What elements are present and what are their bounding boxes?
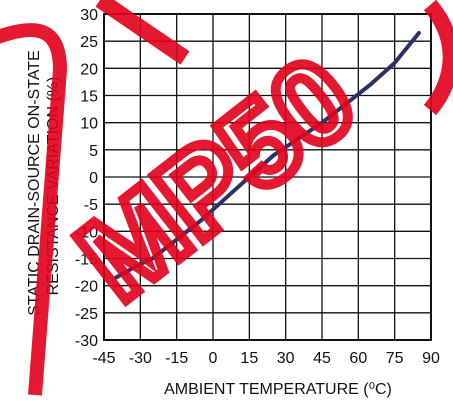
plot-frame: [103, 13, 432, 341]
y-axis-title-line1: STATIC DRAIN-SOURCE ON-STATE: [26, 50, 43, 315]
y-tick-label: -20: [75, 279, 98, 296]
x-tick-label: 60: [349, 350, 367, 367]
x-tick-label: 0: [209, 350, 218, 367]
x-tick-label: -45: [92, 350, 115, 367]
x-tick-labels: -45 -30 -15 0 15 30 45 60 75 90: [92, 350, 440, 367]
y-tick-label: -15: [75, 252, 98, 269]
x-tick-label: 30: [277, 350, 295, 367]
y-tick-label: 20: [80, 61, 98, 78]
y-tick-label: 10: [80, 116, 98, 133]
watermark-stroke-left: [0, 23, 68, 396]
y-tick-label: -25: [75, 306, 98, 323]
x-tick-label: 15: [240, 350, 258, 367]
x-tick-label: 75: [386, 350, 404, 367]
watermark-stroke-top: [95, 0, 190, 65]
y-tick-labels: 30 25 20 15 10 5 0 -5 -10 -15 -20 -25 -30: [75, 7, 98, 350]
x-tick-label: -15: [165, 350, 188, 367]
y-tick-label: -30: [75, 333, 98, 350]
y-tick-label: 15: [80, 89, 98, 106]
x-tick-label: -30: [129, 350, 152, 367]
y-tick-label: 25: [80, 34, 98, 51]
x-axis-title: AMBIENT TEMPERATURE (⁰C): [164, 381, 392, 398]
y-tick-label: -10: [75, 224, 98, 241]
x-tick-label: 45: [313, 350, 331, 367]
y-tick-label: -5: [84, 197, 98, 214]
watermark-stroke-right: [423, 0, 453, 116]
y-tick-label: 0: [89, 170, 98, 187]
y-tick-label: 5: [89, 143, 98, 160]
series-line: [114, 31, 421, 280]
y-tick-label: 30: [80, 7, 98, 24]
x-tick-label: 90: [422, 350, 440, 367]
